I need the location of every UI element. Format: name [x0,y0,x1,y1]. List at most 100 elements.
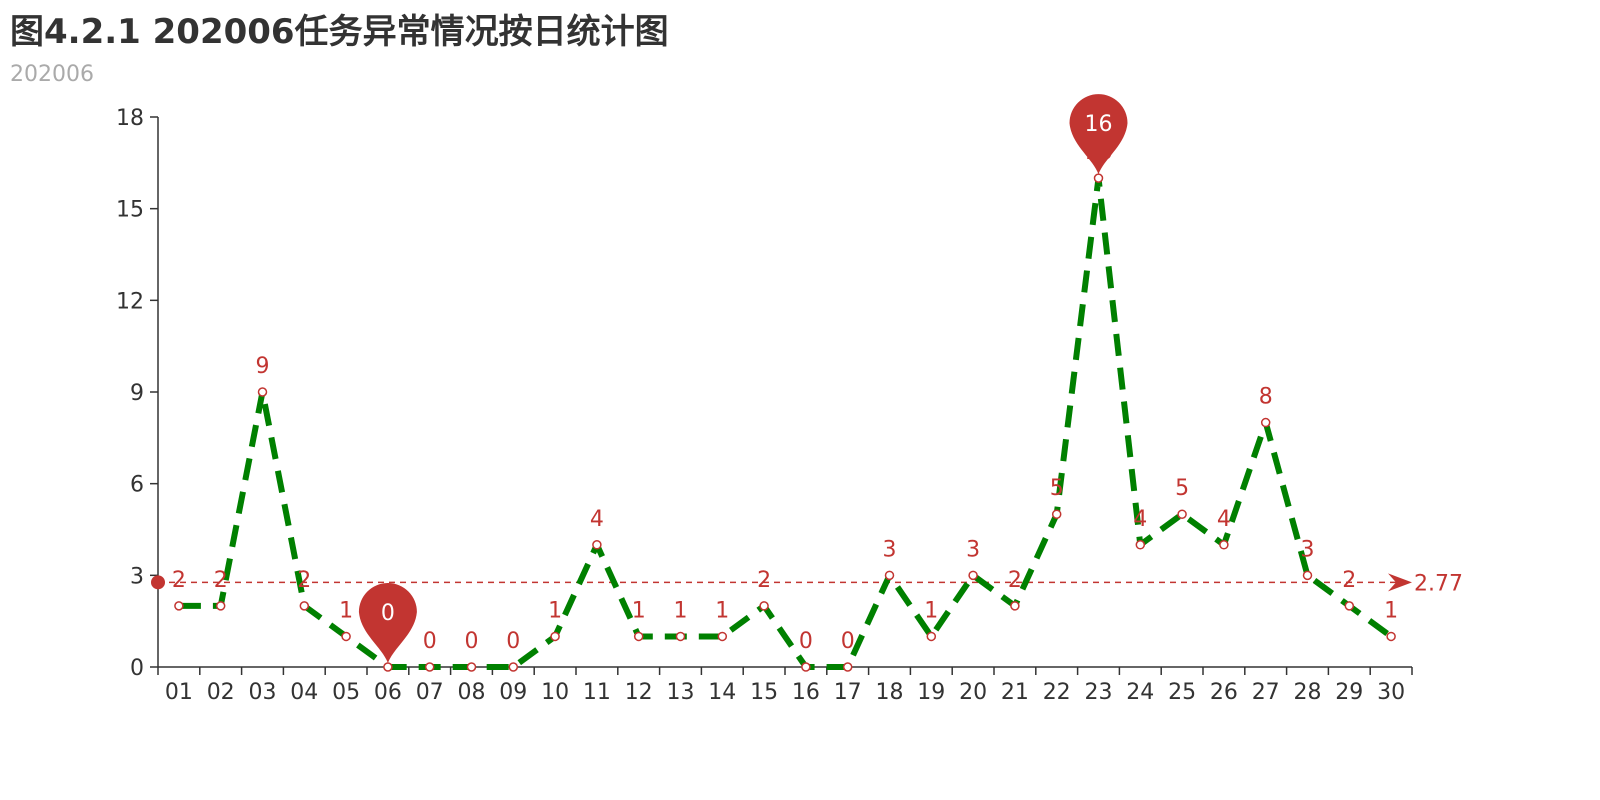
average-line-label: 2.77 [1414,571,1463,596]
y-tick-label: 6 [130,473,144,498]
data-point [842,662,853,672]
data-point [926,631,937,642]
x-tick-label: 06 [374,680,402,705]
data-label: 0 [465,629,479,654]
data-label: 1 [715,598,729,623]
data-point [968,570,978,581]
data-point [801,662,811,672]
data-label: 1 [339,598,353,623]
data-label: 5 [1175,476,1189,501]
x-tick-label: 22 [1043,680,1071,705]
x-tick-label: 17 [834,680,862,705]
y-tick-label: 9 [130,381,144,406]
data-label: 3 [966,537,980,562]
min-mark-pin-label: 0 [381,601,395,626]
y-tick-label: 0 [130,656,144,681]
data-label: 2 [757,568,771,593]
data-label: 1 [674,598,688,623]
data-label: 0 [841,629,855,654]
data-point [1386,631,1396,642]
min-mark-pin: 0 [358,583,417,663]
data-label: 9 [256,354,270,379]
data-label: 4 [590,507,604,532]
data-label: 0 [423,629,437,654]
y-tick-label: 3 [130,564,144,589]
data-point [675,631,686,642]
x-tick-label: 05 [332,680,360,705]
data-label: 1 [548,598,562,623]
y-tick-label: 18 [116,106,144,131]
data-point [215,601,226,611]
data-point [1302,570,1313,581]
x-tick-label: 12 [625,680,653,705]
x-tick-label: 30 [1377,680,1405,705]
data-label: 1 [632,598,646,623]
x-tick-label: 10 [541,680,569,705]
x-tick-label: 23 [1085,680,1113,705]
data-label: 2 [172,568,186,593]
data-point [550,631,560,642]
x-tick-label: 11 [583,680,611,705]
data-point [1010,601,1020,611]
data-label: 5 [1050,476,1064,501]
data-label: 8 [1259,385,1273,410]
average-line-arrow [1388,573,1412,592]
x-tick-label: 28 [1294,680,1322,705]
x-tick-label: 13 [667,680,695,705]
x-tick-label: 08 [458,680,486,705]
data-point [257,387,268,397]
chart-subtitle: 202006 [10,62,94,87]
data-point [1051,509,1062,519]
x-tick-label: 01 [165,680,193,705]
data-label: 0 [799,629,813,654]
x-tick-label: 29 [1335,680,1363,705]
x-tick-label: 20 [959,680,987,705]
data-point [174,601,184,611]
x-tick-label: 16 [792,680,820,705]
max-mark-pin-shape [1069,94,1128,175]
series-line [178,175,1393,670]
x-tick-label: 21 [1001,680,1029,705]
data-label: 1 [1384,598,1398,623]
data-point [759,601,769,611]
y-tick-label: 12 [116,289,144,314]
max-mark-pin: 16 [1069,94,1128,175]
data-label: 0 [506,629,520,654]
data-point [1135,540,1146,550]
x-tick-label: 26 [1210,680,1238,705]
x-tick-label: 15 [750,680,778,705]
min-mark-pin-shape [358,583,417,663]
data-point [466,662,477,672]
data-point [884,570,895,581]
x-tick-label: 03 [249,680,277,705]
x-tick-label: 04 [290,680,318,705]
x-tick-label: 18 [876,680,904,705]
data-point [1344,601,1355,611]
x-tick-label: 02 [207,680,235,705]
data-label: 3 [1301,537,1315,562]
y-tick-label: 15 [116,198,144,223]
data-point [424,662,435,672]
average-line-start-dot [151,575,165,590]
x-tick-label: 07 [416,680,444,705]
data-point [1177,509,1187,519]
x-tick-label: 24 [1126,680,1154,705]
data-label: 2 [1008,568,1022,593]
data-label: 2 [1342,568,1356,593]
data-point [717,631,728,642]
data-label: 2 [214,568,228,593]
data-label: 4 [1217,507,1231,532]
data-point [1093,173,1104,183]
chart-title: 图4.2.1 202006任务异常情况按日统计图 [10,12,669,52]
data-point [1260,417,1271,428]
data-point [383,662,393,672]
x-tick-label: 14 [708,680,736,705]
data-point [633,631,644,642]
max-mark-pin-label: 16 [1085,112,1113,137]
data-point [508,662,519,672]
data-label: 3 [883,537,897,562]
data-label: 1 [924,598,938,623]
x-tick-label: 09 [499,680,527,705]
data-label: 4 [1133,507,1147,532]
